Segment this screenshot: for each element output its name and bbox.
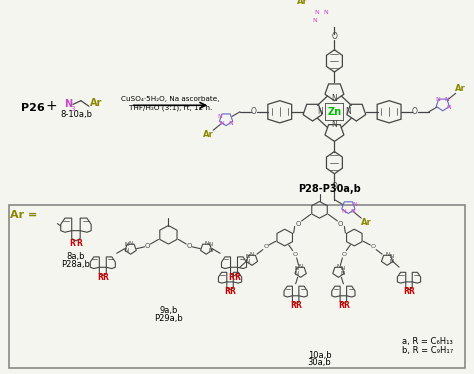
- Text: 8-10a,b: 8-10a,b: [60, 110, 92, 119]
- Text: N: N: [64, 99, 72, 109]
- Text: N: N: [436, 97, 440, 102]
- Text: O: O: [331, 182, 337, 191]
- Text: N: N: [445, 97, 449, 102]
- Text: R: R: [403, 287, 410, 296]
- Text: N: N: [340, 271, 345, 276]
- Text: N: N: [352, 202, 356, 207]
- Text: R: R: [290, 301, 296, 310]
- Text: O: O: [187, 243, 192, 249]
- Bar: [9, 205, 465, 368]
- Text: R: R: [70, 239, 75, 248]
- Text: a, R = C₆H₁₃: a, R = C₆H₁₃: [402, 337, 453, 346]
- Text: 10a,b: 10a,b: [308, 350, 331, 359]
- Text: N: N: [331, 120, 337, 129]
- Text: N: N: [246, 254, 250, 258]
- Text: N: N: [314, 10, 319, 15]
- Text: R: R: [97, 273, 103, 282]
- Text: O: O: [145, 243, 150, 249]
- Text: Ar: Ar: [203, 131, 214, 140]
- Text: N: N: [294, 271, 299, 276]
- Text: O: O: [251, 107, 257, 116]
- Text: P28a,b: P28a,b: [62, 260, 91, 269]
- Text: N: N: [208, 242, 212, 248]
- Text: O: O: [342, 252, 347, 257]
- Text: O: O: [331, 33, 337, 42]
- Text: O: O: [292, 252, 297, 257]
- Text: 30a,b: 30a,b: [308, 358, 331, 367]
- Text: 8a,b: 8a,b: [67, 252, 85, 261]
- Text: N: N: [385, 252, 389, 257]
- Text: P29a,b: P29a,b: [154, 313, 183, 322]
- Text: N: N: [312, 18, 317, 23]
- Text: P28-P30a,b: P28-P30a,b: [298, 184, 361, 194]
- Text: b, R = C₉H₁₇: b, R = C₉H₁₇: [402, 346, 453, 355]
- Text: N: N: [204, 240, 208, 246]
- Text: Ar =: Ar =: [9, 210, 37, 220]
- Text: P26: P26: [21, 103, 45, 113]
- Text: N: N: [341, 209, 346, 214]
- Text: N: N: [337, 264, 340, 269]
- Text: N: N: [128, 240, 133, 246]
- Text: R: R: [338, 301, 344, 310]
- Text: Ar: Ar: [90, 98, 102, 107]
- Text: +: +: [46, 99, 57, 113]
- Text: R: R: [225, 287, 230, 296]
- Text: N: N: [218, 114, 222, 119]
- Text: N: N: [389, 254, 393, 258]
- Text: N: N: [299, 264, 303, 269]
- Text: CuSO₄·5H₂O, Na ascorbate,: CuSO₄·5H₂O, Na ascorbate,: [121, 96, 219, 102]
- Text: Zn: Zn: [328, 107, 341, 117]
- Text: O: O: [264, 244, 268, 249]
- Text: O: O: [337, 221, 343, 227]
- Text: N: N: [318, 107, 323, 116]
- Text: R: R: [228, 273, 234, 282]
- Text: N: N: [125, 242, 129, 248]
- Text: N: N: [294, 266, 299, 271]
- Text: N: N: [220, 121, 225, 126]
- Text: R: R: [234, 273, 240, 282]
- Text: N: N: [389, 259, 393, 264]
- Text: O: O: [412, 107, 418, 116]
- Text: Ar: Ar: [297, 0, 308, 6]
- Text: N: N: [228, 121, 233, 126]
- Text: R: R: [76, 239, 82, 248]
- Text: 9a,b: 9a,b: [159, 306, 178, 315]
- Text: R: R: [230, 287, 236, 296]
- Text: Ar: Ar: [361, 218, 372, 227]
- Text: THF/H₂O (3:1), rt, 12 h.: THF/H₂O (3:1), rt, 12 h.: [129, 105, 212, 111]
- Text: O: O: [296, 221, 301, 227]
- Text: R: R: [409, 287, 414, 296]
- Text: N: N: [125, 248, 129, 253]
- Text: N: N: [246, 259, 250, 264]
- Text: R: R: [295, 301, 301, 310]
- Text: Ar: Ar: [456, 84, 466, 93]
- Text: N: N: [346, 107, 351, 116]
- Text: N: N: [323, 10, 328, 15]
- Text: N: N: [340, 266, 345, 271]
- Text: N: N: [208, 248, 212, 253]
- Text: N: N: [331, 94, 337, 103]
- Text: 3: 3: [70, 106, 74, 112]
- Text: O: O: [371, 244, 376, 249]
- Text: N: N: [350, 209, 355, 214]
- Text: N: N: [447, 105, 451, 110]
- Text: R: R: [343, 301, 349, 310]
- Text: R: R: [103, 273, 109, 282]
- Text: N: N: [250, 252, 254, 257]
